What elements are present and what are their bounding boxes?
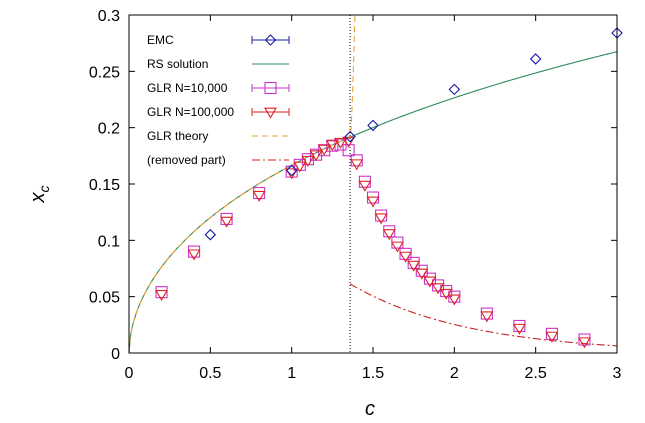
data-point-square [423, 272, 436, 285]
data-point-diamond [204, 228, 217, 241]
x-tick-label: 2.5 [525, 365, 547, 382]
data-point-square [415, 264, 428, 277]
data-point-triangle-down [317, 144, 331, 156]
y-tick-label: 0.15 [89, 177, 120, 194]
data-point-square [188, 245, 201, 258]
curve-rs [129, 51, 617, 353]
data-point-triangle-down [578, 337, 591, 349]
data-point-square [578, 333, 591, 346]
y-axis-label: xc [27, 186, 52, 204]
legend-marker-triangle-down [264, 107, 277, 119]
x-tick-label: 3 [613, 365, 622, 382]
legend-entry: GLR N=10,000 [147, 81, 290, 95]
data-point-triangle-down [285, 168, 299, 180]
data-point-triangle-down [325, 140, 339, 152]
x-tick-label: 0.5 [199, 365, 221, 382]
data-point-triangle-down [220, 216, 234, 228]
legend-entry: EMC [147, 33, 290, 47]
x-axis-label: c [365, 398, 375, 420]
legend-entry: (removed part) [147, 153, 289, 167]
data-point-diamond [285, 164, 298, 177]
legend-label: GLR N=10,000 [147, 81, 228, 95]
legend-label: RS solution [147, 57, 208, 71]
data-point-square [448, 290, 461, 303]
data-point-triangle-down [252, 190, 266, 202]
data-point-triangle-down [293, 161, 307, 173]
data-point-square [399, 247, 412, 260]
legend-marker-square [264, 81, 277, 95]
data-point-diamond [344, 130, 356, 143]
data-point-triangle-down [407, 260, 421, 272]
x-tick-label: 1 [287, 365, 296, 382]
data-point-square [513, 319, 526, 333]
legend-label: GLR theory [147, 129, 208, 143]
data-point-diamond [367, 119, 379, 132]
data-point-triangle-down [480, 311, 494, 323]
data-point-square [220, 212, 233, 225]
legend-entry: GLR theory [147, 129, 289, 143]
data-point-triangle-down [334, 137, 347, 149]
data-point-triangle-down [155, 290, 168, 301]
x-tick-label: 2 [450, 365, 459, 382]
data-point-triangle-down [374, 213, 388, 225]
data-point-square [375, 209, 388, 222]
legend: EMC RS solution GLR N=10,000 GLR N=100,000 G… [147, 33, 290, 167]
data-point-triangle-down [382, 229, 396, 241]
legend-label: GLR N=100,000 [147, 105, 234, 119]
data-point-square [545, 327, 558, 340]
data-point-triangle-down [439, 288, 453, 300]
y-tick-label: 0.05 [89, 290, 120, 307]
data-point-triangle-down [390, 241, 404, 253]
x-tick-label: 1.5 [362, 365, 384, 382]
data-point-triangle-down [423, 276, 437, 288]
data-point-triangle-down [342, 136, 356, 148]
y-tick-label: 0.3 [98, 8, 120, 25]
data-point-square [301, 153, 314, 166]
data-point-triangle-down [512, 323, 526, 335]
data-point-square [383, 225, 396, 238]
data-point-triangle-down [301, 155, 315, 167]
axes: 0 0.5 1 1.5 2 2.5 3 0 0.05 0.1 0.15 0.2 0.25 0.3 [89, 8, 622, 382]
data-point-triangle-down [545, 331, 559, 343]
series-square [155, 138, 591, 346]
data-point-square [480, 307, 493, 320]
data-point-triangle-down [366, 196, 380, 208]
y-tick-label: 0.2 [98, 121, 120, 138]
y-axis-label-main: x [27, 192, 49, 204]
y-tick-label: 0 [111, 346, 120, 363]
curve-removed [349, 283, 617, 347]
legend-marker-diamond [264, 34, 277, 46]
data-point-triangle-down [431, 283, 445, 295]
y-axis-label-subscript: c [36, 186, 52, 193]
data-point-triangle-down [309, 150, 323, 162]
curve-glr_theory [129, 15, 356, 353]
data-point-diamond [529, 53, 542, 65]
data-point-triangle-down [415, 268, 429, 280]
data-point-square [342, 144, 355, 157]
y-tick-label: 0.1 [98, 233, 120, 250]
data-point-square [253, 186, 266, 200]
plot-area [129, 15, 623, 353]
data-point-triangle-down [399, 251, 412, 263]
legend-label: EMC [147, 33, 174, 47]
data-point-square [407, 256, 420, 269]
data-point-triangle-down [447, 294, 461, 306]
y-tick-label: 0.25 [89, 64, 120, 81]
data-point-diamond [448, 83, 461, 96]
data-point-triangle-down [187, 249, 201, 261]
series-diamond [204, 27, 623, 241]
data-point-square [155, 286, 168, 299]
data-point-triangle-down [358, 180, 372, 192]
data-point-triangle-down [350, 159, 364, 171]
legend-entry: GLR N=100,000 [147, 105, 290, 119]
legend-entry: RS solution [147, 57, 289, 71]
series-triangle-down [155, 136, 591, 349]
legend-label: (removed part) [147, 153, 226, 167]
x-tick-label: 0 [125, 365, 134, 382]
